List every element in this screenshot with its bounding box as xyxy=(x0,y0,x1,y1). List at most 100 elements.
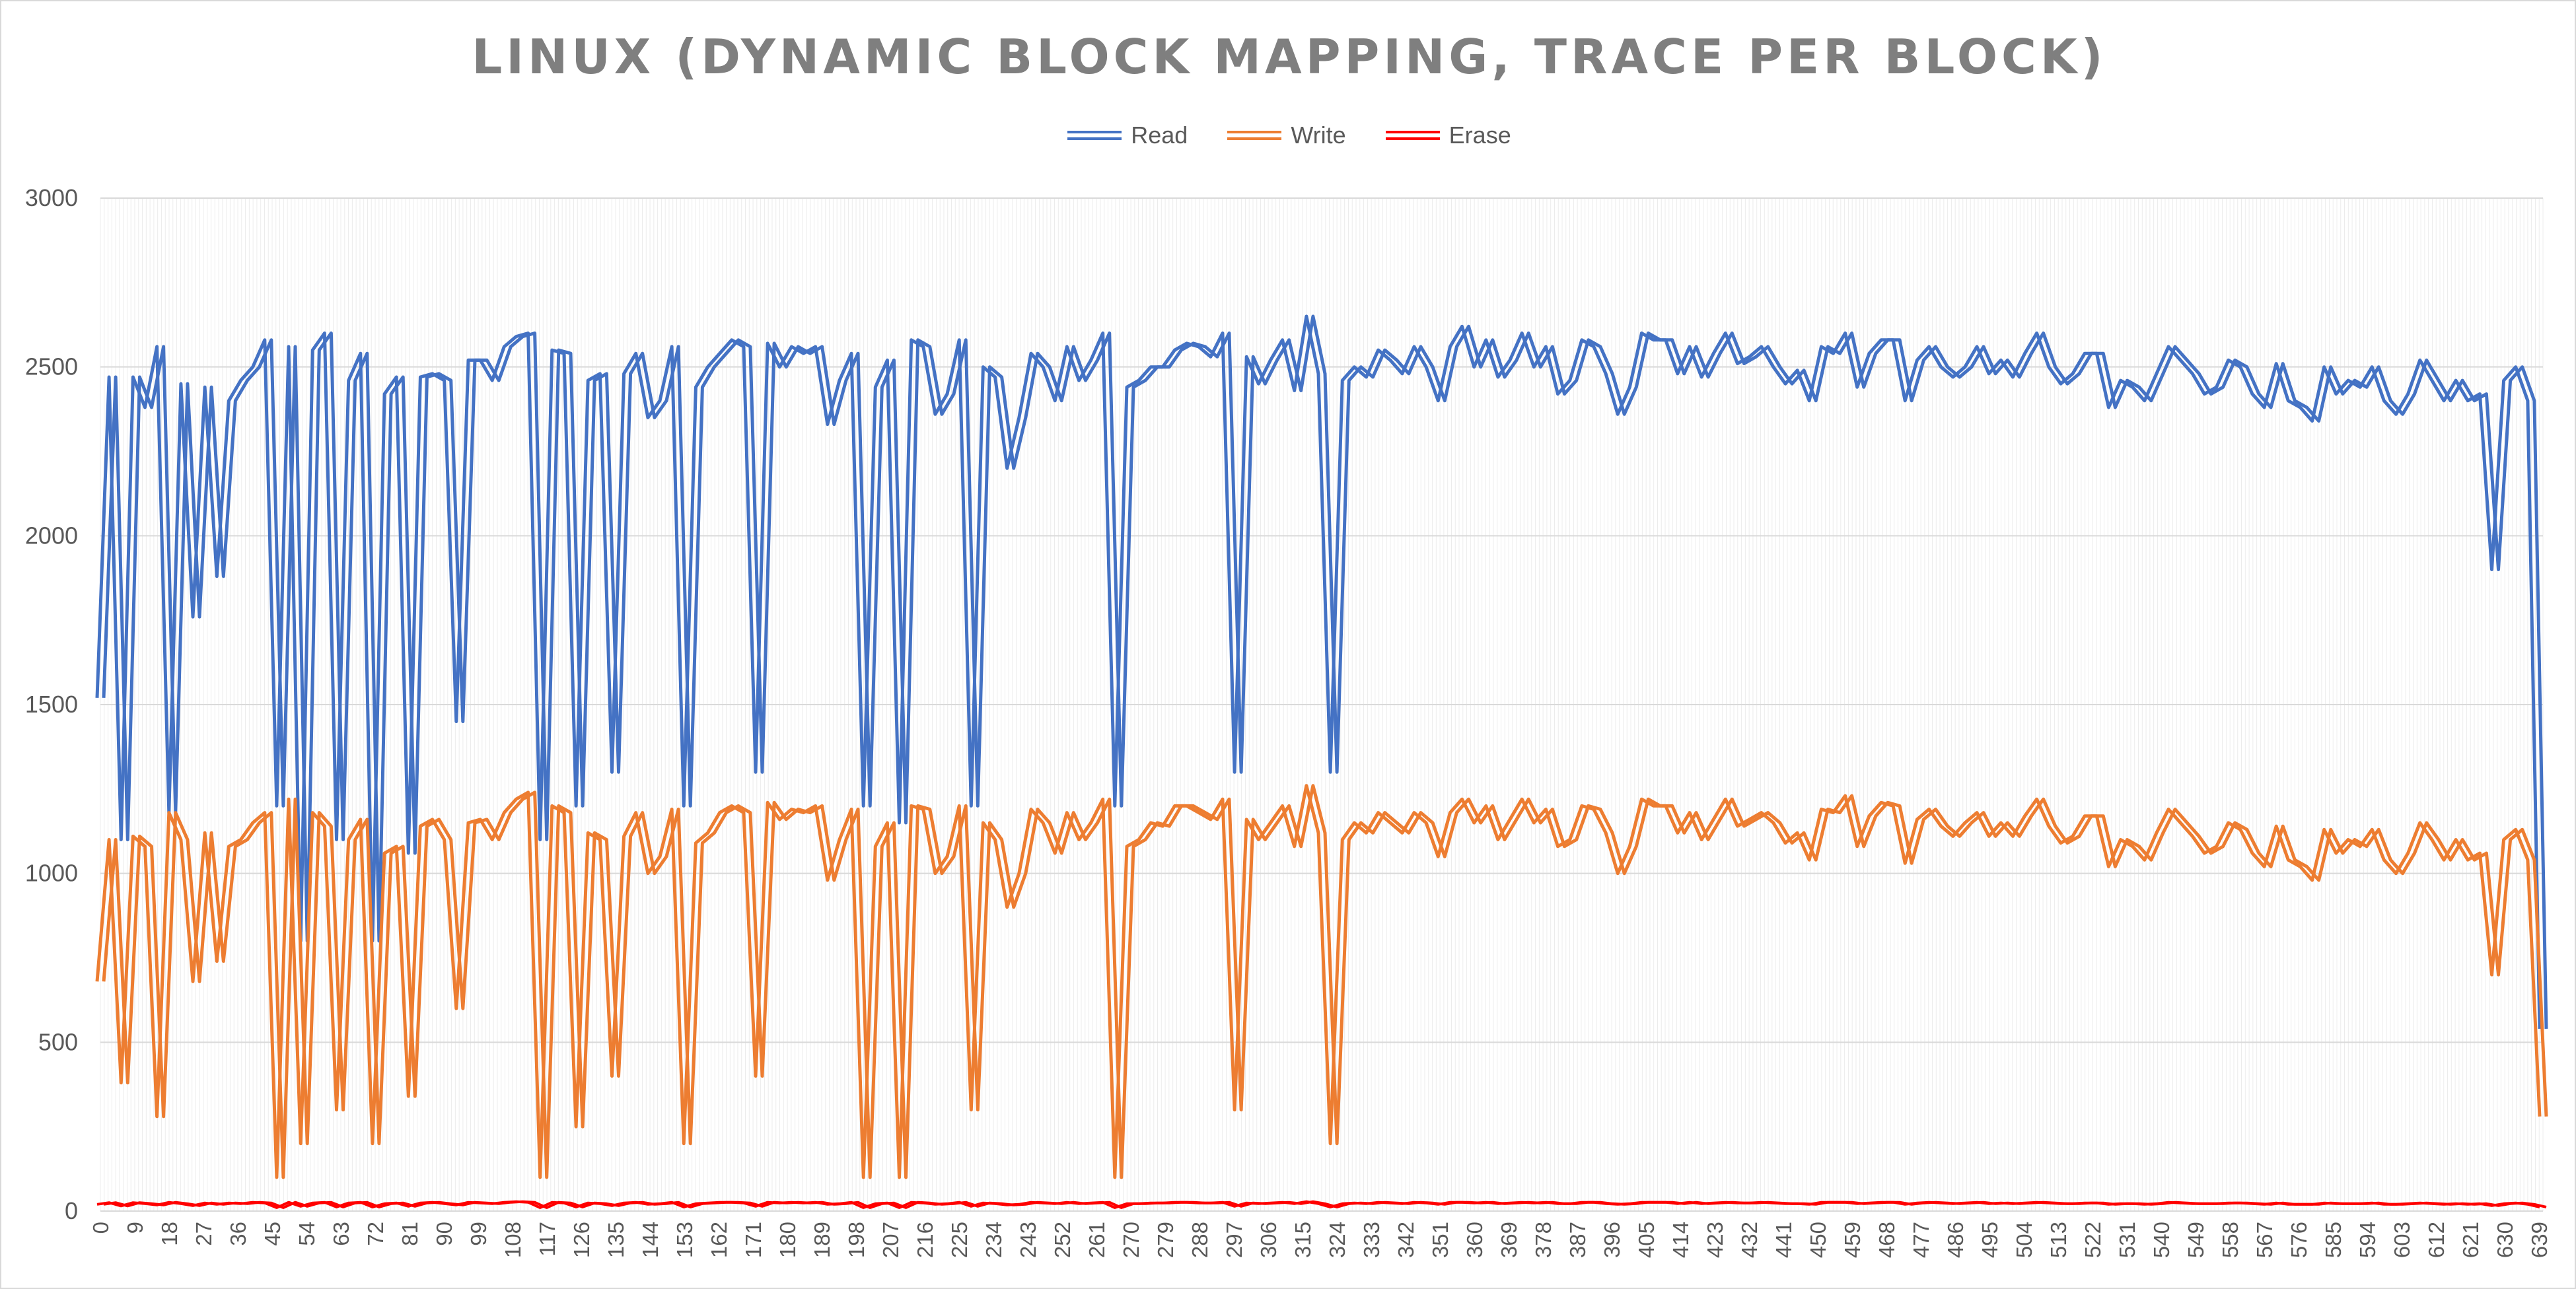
y-tick-label-2000: 2000 xyxy=(25,522,78,549)
legend-swatch-erase xyxy=(1385,131,1440,140)
x-tick-label-333: 333 xyxy=(1359,1222,1384,1258)
x-tick-label-54: 54 xyxy=(295,1222,319,1246)
x-tick-label-513: 513 xyxy=(2046,1222,2071,1258)
x-tick-label-594: 594 xyxy=(2355,1222,2380,1258)
x-tick-label-270: 270 xyxy=(1119,1222,1143,1258)
x-tick-label-180: 180 xyxy=(775,1222,800,1258)
series-read xyxy=(95,314,2548,1029)
x-tick-label-243: 243 xyxy=(1016,1222,1040,1258)
x-tick-label-387: 387 xyxy=(1565,1222,1590,1258)
y-tick-label-3000: 3000 xyxy=(25,184,78,211)
x-tick-label-450: 450 xyxy=(1806,1222,1830,1258)
x-tick-label-504: 504 xyxy=(2012,1222,2036,1258)
x-tick-label-72: 72 xyxy=(363,1222,388,1246)
x-tick-label-225: 225 xyxy=(947,1222,972,1258)
x-tick-label-540: 540 xyxy=(2149,1222,2174,1258)
x-tick-label-522: 522 xyxy=(2081,1222,2105,1258)
x-tick-label-171: 171 xyxy=(741,1222,766,1258)
x-tick-label-279: 279 xyxy=(1153,1222,1178,1258)
series-line-read-2 xyxy=(102,314,2548,1029)
x-tick-label-567: 567 xyxy=(2252,1222,2277,1258)
x-tick-label-351: 351 xyxy=(1428,1222,1452,1258)
legend-swatch-write xyxy=(1227,131,1282,140)
x-tick-label-621: 621 xyxy=(2458,1222,2483,1258)
x-tick-label-495: 495 xyxy=(1978,1222,2002,1258)
x-tick-label-297: 297 xyxy=(1222,1222,1246,1258)
x-tick-label-63: 63 xyxy=(329,1222,353,1246)
x-tick-label-612: 612 xyxy=(2424,1222,2449,1258)
x-tick-label-423: 423 xyxy=(1703,1222,1727,1258)
x-tick-label-630: 630 xyxy=(2493,1222,2517,1258)
legend-item-erase[interactable]: Erase xyxy=(1385,122,1511,149)
x-tick-label-18: 18 xyxy=(157,1222,182,1246)
series-line-write-2 xyxy=(102,784,2548,1179)
legend-label-read: Read xyxy=(1131,122,1188,149)
x-tick-label-324: 324 xyxy=(1325,1222,1349,1258)
legend-swatch-read xyxy=(1067,131,1122,140)
x-tick-label-477: 477 xyxy=(1909,1222,1933,1258)
x-tick-label-558: 558 xyxy=(2218,1222,2242,1258)
x-tick-label-234: 234 xyxy=(982,1222,1006,1258)
x-tick-label-288: 288 xyxy=(1188,1222,1212,1258)
x-tick-label-126: 126 xyxy=(569,1222,594,1258)
y-tick-label-500: 500 xyxy=(38,1028,78,1055)
chart-title: LINUX (DYNAMIC BLOCK MAPPING, TRACE PER … xyxy=(472,29,2107,85)
x-tick-label-576: 576 xyxy=(2287,1222,2311,1258)
x-tick-label-261: 261 xyxy=(1085,1222,1109,1258)
series-erase xyxy=(96,1200,2547,1209)
x-tick-label-153: 153 xyxy=(672,1222,697,1258)
x-tick-label-99: 99 xyxy=(466,1222,491,1246)
x-tick-label-432: 432 xyxy=(1737,1222,1762,1258)
x-tick-label-189: 189 xyxy=(810,1222,834,1258)
x-tick-label-468: 468 xyxy=(1875,1222,1899,1258)
x-tick-label-144: 144 xyxy=(638,1222,662,1258)
y-tick-label-1500: 1500 xyxy=(25,691,78,718)
legend-item-read[interactable]: Read xyxy=(1067,122,1188,149)
x-tick-label-486: 486 xyxy=(1943,1222,1968,1258)
x-tick-label-36: 36 xyxy=(226,1222,250,1246)
x-tick-label-603: 603 xyxy=(2390,1222,2414,1258)
x-tick-label-0: 0 xyxy=(89,1222,113,1234)
x-tick-label-45: 45 xyxy=(260,1222,285,1246)
x-tick-label-360: 360 xyxy=(1462,1222,1487,1258)
x-tick-label-459: 459 xyxy=(1840,1222,1865,1258)
x-tick-label-9: 9 xyxy=(123,1222,147,1234)
x-tick-label-162: 162 xyxy=(707,1222,731,1258)
y-tick-label-1000: 1000 xyxy=(25,860,78,887)
x-tick-label-27: 27 xyxy=(192,1222,216,1246)
x-tick-label-108: 108 xyxy=(501,1222,525,1258)
x-tick-label-405: 405 xyxy=(1634,1222,1659,1258)
y-tick-label-0: 0 xyxy=(65,1197,78,1224)
x-tick-label-549: 549 xyxy=(2184,1222,2208,1258)
x-tick-label-441: 441 xyxy=(1771,1222,1796,1258)
x-tick-label-81: 81 xyxy=(398,1222,422,1246)
x-tick-label-396: 396 xyxy=(1600,1222,1624,1258)
x-tick-label-207: 207 xyxy=(878,1222,903,1258)
legend-label-erase: Erase xyxy=(1449,122,1511,149)
x-tick-label-90: 90 xyxy=(432,1222,456,1246)
x-tick-label-342: 342 xyxy=(1394,1222,1418,1258)
x-tick-label-117: 117 xyxy=(535,1222,559,1257)
legend-label-write: Write xyxy=(1291,122,1346,149)
x-tick-label-531: 531 xyxy=(2115,1222,2139,1258)
x-tick-label-378: 378 xyxy=(1531,1222,1556,1258)
x-tick-label-216: 216 xyxy=(913,1222,937,1258)
legend: Read Write Erase xyxy=(1,122,2576,149)
x-tick-label-198: 198 xyxy=(844,1222,869,1258)
series-write xyxy=(95,784,2548,1179)
series-line-erase-2 xyxy=(103,1200,2547,1209)
x-tick-label-135: 135 xyxy=(604,1222,628,1258)
x-tick-label-315: 315 xyxy=(1291,1222,1315,1258)
x-tick-label-639: 639 xyxy=(2527,1222,2552,1258)
x-tick-label-369: 369 xyxy=(1497,1222,1521,1258)
series-line-write-1 xyxy=(95,784,2542,1179)
x-tick-label-585: 585 xyxy=(2321,1222,2345,1258)
series-line-read-1 xyxy=(95,314,2542,1029)
y-tick-label-2500: 2500 xyxy=(25,353,78,380)
legend-item-write[interactable]: Write xyxy=(1227,122,1346,149)
x-tick-label-306: 306 xyxy=(1256,1222,1281,1258)
x-tick-label-252: 252 xyxy=(1050,1222,1075,1258)
x-tick-label-414: 414 xyxy=(1668,1222,1693,1258)
